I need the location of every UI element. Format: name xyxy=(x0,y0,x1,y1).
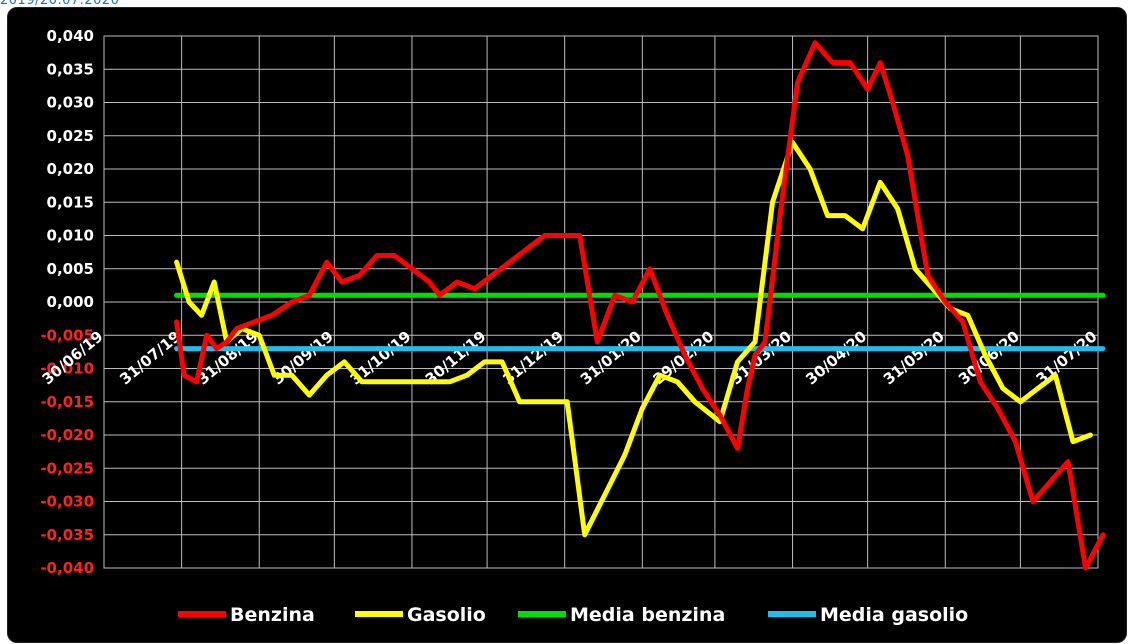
x-tick-label: 31/03/20 xyxy=(727,327,795,388)
y-tick-label: -0,010 xyxy=(40,360,94,378)
y-tick-label: 0,005 xyxy=(47,260,94,278)
chart-panel: 0,040 0,035 0,030 0,025 0,020 0,015 0,010 0,005… xyxy=(7,7,1127,643)
y-tick-label: -0,035 xyxy=(40,526,94,544)
x-tick-label: 31/07/19 xyxy=(116,327,184,388)
series-lines xyxy=(174,40,1106,571)
y-tick-label: 0,000 xyxy=(47,293,94,311)
series-line-benzina xyxy=(174,40,1106,571)
x-tick-label: 30/04/20 xyxy=(802,327,870,388)
legend-label: Gasolio xyxy=(407,604,486,626)
y-tick-label: 0,035 xyxy=(47,60,94,78)
legend-label: Media benzina xyxy=(570,604,725,626)
legend-label: Media gasolio xyxy=(820,604,968,626)
y-tick-label: -0,040 xyxy=(40,559,94,577)
y-tick-label: 0,020 xyxy=(47,160,94,178)
legend: Benzina Gasolio Media benzina Media gasolio xyxy=(178,604,968,626)
chart-caption: 2019/20.07.2020 xyxy=(0,0,120,8)
grid-lines xyxy=(103,35,1099,569)
y-tick-label: 0,015 xyxy=(47,193,94,211)
y-tick-label: -0,015 xyxy=(40,393,94,411)
legend-label: Benzina xyxy=(230,604,315,626)
y-tick-label: -0,005 xyxy=(40,326,94,344)
x-tick-label: 31/05/20 xyxy=(880,327,948,388)
y-tick-label: 0,040 xyxy=(47,27,94,45)
x-tick-label: 31/01/20 xyxy=(577,327,645,388)
y-tick-label: -0,030 xyxy=(40,493,94,511)
y-tick-label: -0,020 xyxy=(40,426,94,444)
x-tick-label: 31/07/20 xyxy=(1033,327,1101,388)
plot-border xyxy=(103,35,1099,569)
y-tick-label: 0,010 xyxy=(47,227,94,245)
line-chart: 0,040 0,035 0,030 0,025 0,020 0,015 0,010 0,005… xyxy=(39,27,1106,626)
y-tick-label: -0,025 xyxy=(40,459,94,477)
x-tick-label: 30/09/19 xyxy=(269,327,337,388)
y-axis-ticks: 0,040 0,035 0,030 0,025 0,020 0,015 0,010 0,005… xyxy=(40,27,94,577)
y-tick-label: 0,025 xyxy=(47,127,94,145)
y-tick-label: 0,030 xyxy=(47,94,94,112)
